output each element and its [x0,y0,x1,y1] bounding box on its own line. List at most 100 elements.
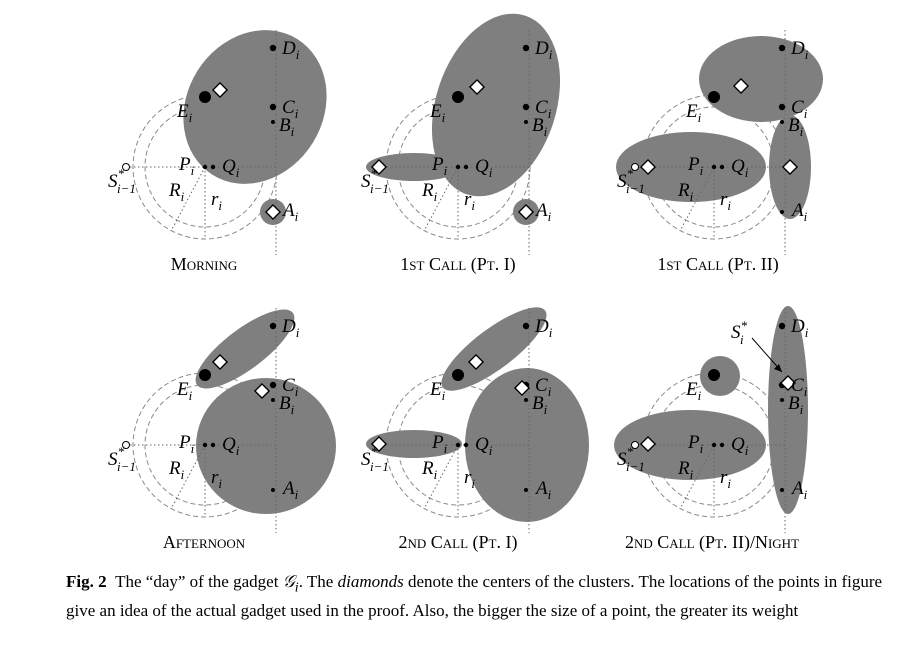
label-E: Ei [685,379,702,403]
cluster-2 [614,410,766,480]
caption-emph: diamonds [337,572,404,591]
center-diamond-1 [211,81,229,99]
label-C: Ci [282,375,299,399]
point-P [711,164,717,170]
point-D [269,322,277,330]
radius-R-line [423,166,459,232]
caption-gadget-symbol: 𝒢 [282,572,295,591]
label-r: ri [211,189,222,213]
label-C: Ci [282,97,299,121]
label-B: Bi [788,115,804,139]
label-r: ri [211,467,222,491]
radius-R-line [423,444,459,510]
point-S-hollow [631,163,639,171]
point-S-hollow [122,441,130,449]
point-A [780,488,784,492]
label-P: Pi [178,432,195,456]
point-P [711,442,717,448]
point-Q [719,442,725,448]
label-P: Pi [687,154,704,178]
label-D: Di [534,316,553,340]
point-B [524,120,528,124]
panel-caption-2: 1st Call (Pt. I) [400,254,515,275]
label-P: Pi [178,154,195,178]
caption-text-1: The “day” of the gadget [115,572,283,591]
point-P [455,442,461,448]
panel-caption-3: 1st Call (Pt. II) [657,254,778,275]
label-S: S* i−1 [108,166,136,196]
caption-text-3: denote the centers of the clusters. The … [66,572,883,621]
point-B [271,120,275,124]
center-diamond-2 [370,158,388,176]
label-R: Ri [677,180,694,204]
label-C: Ci [535,375,552,399]
panel-caption-4: Afternoon [163,532,246,552]
label-C: Ci [791,375,808,399]
point-P [455,164,461,170]
point-E [708,369,720,381]
center-diamond-2 [779,374,797,392]
label-D: Di [790,316,809,340]
label-Q: Qi [731,434,749,458]
cluster-2 [366,153,462,181]
label-A: Ai [281,478,299,502]
center-diamond-1 [639,435,657,453]
point-Q [210,164,216,170]
point-B [780,398,784,402]
point-Q [463,442,469,448]
center-diamond-1 [732,77,750,95]
s-star-annotation: S* i [731,318,783,373]
label-C: Ci [535,97,552,121]
label-S: S* i−1 [617,166,645,196]
label-C: Ci [791,97,808,121]
center-diamond-1 [468,78,486,96]
cluster-1 [441,307,547,391]
point-S-hollow [122,163,130,171]
label-A: Ai [790,478,808,502]
point-Q [719,164,725,170]
label-P: Pi [431,154,448,178]
label-Q: Qi [731,156,749,180]
cluster-2 [366,430,462,458]
label-R: Ri [168,180,185,204]
point-P [202,164,208,170]
label-A: Ai [534,200,552,224]
point-S-hollow [631,441,639,449]
point-B [524,398,528,402]
label-r: ri [464,189,475,213]
center-diamond-3 [517,203,535,221]
point-A [524,488,528,492]
label-P: Pi [431,432,448,456]
label-A: Ai [790,200,808,224]
center-diamond-3 [513,379,531,397]
point-C [269,381,277,389]
radius-R-line [679,166,715,232]
point-D [269,44,277,52]
label-A: Ai [534,478,552,502]
point-B [780,120,784,124]
label-Q: Qi [222,156,240,180]
radius-R-line [679,444,715,510]
label-R: Ri [677,458,694,482]
radius-R-line [170,166,206,232]
label-E: Ei [176,379,193,403]
label-Q: Qi [222,434,240,458]
point-E [199,369,211,381]
label-R: Ri [421,458,438,482]
label-Q: Qi [475,156,493,180]
label-D: Di [281,316,300,340]
cluster-1 [183,30,327,184]
point-E [199,91,211,103]
panel-caption-5: 2nd Call (Pt. I) [399,532,518,553]
label-R: Ri [421,180,438,204]
point-D [522,322,530,330]
cluster-1 [700,356,740,396]
arrow-head [774,364,782,372]
radius-R-line [170,444,206,510]
label-D: Di [534,38,553,62]
center-diamond-2 [264,203,282,221]
